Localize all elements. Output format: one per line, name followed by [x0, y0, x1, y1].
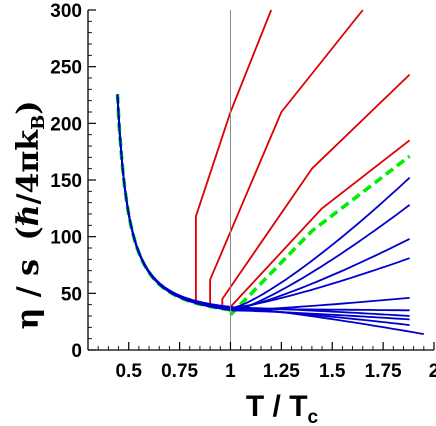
x-tick-label: 1.25: [263, 361, 300, 382]
curves-group: [115, 9, 424, 335]
series-line-4: [116, 94, 411, 311]
x-axis-label: T / Tc: [246, 390, 319, 426]
x-tick-label: 0.5: [115, 361, 142, 382]
y-tick-label: 150: [50, 171, 82, 192]
series-line-15: [116, 94, 424, 335]
x-tick-label: 0.75: [161, 361, 198, 382]
series-line-10: [116, 94, 410, 312]
y-tick-label: 100: [50, 228, 82, 249]
x-tick-label: 1.5: [319, 361, 346, 382]
x-tick-label: 1: [225, 361, 236, 382]
x-tick-label: 2: [429, 361, 436, 382]
series-line-6: [116, 94, 411, 309]
series-line-9: [116, 94, 410, 309]
axes-group: 0 50 100 150 200 250 300 0.5 0.75 1 1.25 1.5 1.75 2: [50, 1, 436, 382]
series-line-11: [116, 94, 410, 312]
series-line-8: [116, 94, 410, 310]
y-tick-label: 0: [71, 341, 82, 362]
y-tick-label: 50: [61, 284, 82, 305]
series-line-5: [115, 94, 411, 317]
y-axis-label: η / s (ℏ/4πkB): [11, 100, 49, 329]
series-line-2: [116, 9, 364, 308]
series-line-14: [116, 94, 410, 326]
series-line-7: [116, 94, 411, 312]
y-tick-label: 250: [50, 58, 82, 79]
x-tick-label: 1.75: [365, 361, 402, 382]
y-tick-label: 300: [50, 1, 82, 22]
y-tick-label: 200: [50, 114, 82, 135]
